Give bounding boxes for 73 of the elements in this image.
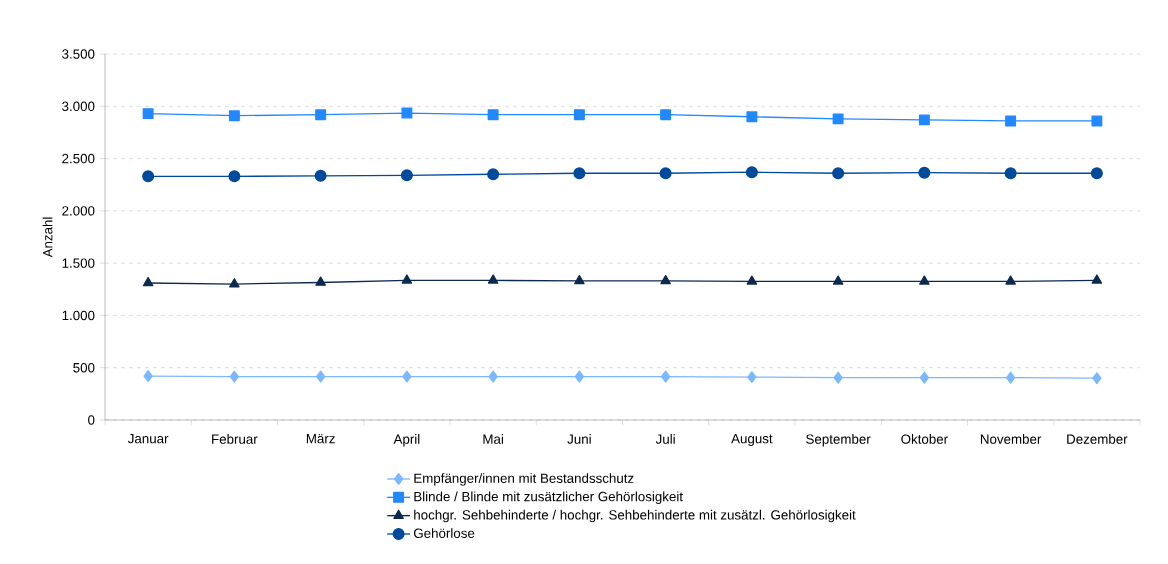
point	[401, 107, 413, 119]
point	[142, 108, 154, 120]
x-tick-label: November	[980, 434, 1042, 444]
point	[918, 166, 931, 179]
point	[142, 170, 155, 183]
x-tick-label: Dezember	[1067, 434, 1128, 444]
point	[142, 277, 154, 287]
point	[229, 370, 240, 383]
x-tick-label: März	[306, 434, 335, 444]
point	[401, 274, 413, 284]
point	[487, 109, 499, 121]
point	[573, 109, 585, 121]
point	[314, 169, 327, 182]
point	[1090, 167, 1103, 180]
x-tick-label: August	[731, 434, 773, 446]
point	[660, 274, 671, 285]
point	[574, 274, 585, 285]
point	[746, 111, 758, 123]
legend-label: hochgr. Sehbehinderte / hochgr. Sehbehinderte mit zusätzl. Gehörlosigkeit	[414, 509, 856, 523]
y-tick-label: 1.500	[62, 258, 95, 268]
x-tick-label: April	[393, 434, 420, 447]
point	[402, 370, 412, 383]
point	[315, 276, 326, 286]
point	[919, 371, 930, 384]
point	[832, 275, 844, 285]
point	[660, 370, 671, 383]
point	[1091, 274, 1103, 284]
legend-label: Gehörlose	[413, 528, 475, 538]
point	[400, 169, 413, 182]
point	[487, 168, 500, 181]
point	[1004, 167, 1017, 180]
point	[315, 109, 327, 121]
legend-label: Blinde / Blinde mit zusätzlicher Gehörlosigkeit	[414, 491, 683, 504]
y-tick-label: 2.000	[62, 206, 95, 216]
point	[574, 370, 585, 383]
x-tick-label: Juli	[655, 434, 675, 444]
point	[228, 110, 240, 122]
point	[315, 370, 326, 383]
point	[1005, 275, 1016, 285]
point	[832, 113, 844, 125]
point	[488, 370, 498, 383]
point	[832, 167, 845, 180]
point	[487, 274, 499, 284]
point	[1091, 115, 1103, 127]
point	[918, 114, 930, 126]
x-tick-label: Mai	[483, 434, 503, 444]
y-tick-label: 3.000	[62, 101, 95, 112]
point	[228, 170, 241, 183]
point	[229, 278, 240, 288]
y-tick-label: 1.000	[62, 310, 95, 321]
point	[919, 275, 930, 285]
point	[1005, 371, 1016, 384]
point	[746, 275, 758, 285]
y-tick-label: 500	[73, 363, 95, 373]
point	[660, 109, 672, 121]
legend-label: Empfänger/innen mit Bestandsschutz	[414, 473, 634, 486]
point	[833, 371, 843, 384]
y-tick-label: 2.500	[62, 153, 95, 164]
x-tick-label: Juni	[567, 434, 591, 444]
point	[573, 167, 586, 180]
y-tick-label: 0	[88, 415, 95, 425]
x-tick-label: Januar	[127, 434, 169, 444]
x-tick-label: Februar	[212, 434, 258, 444]
point	[143, 370, 153, 383]
point	[745, 166, 758, 179]
y-axis-title: Anzahl	[42, 217, 53, 258]
x-tick-label: September	[806, 434, 871, 447]
point	[747, 371, 757, 384]
y-tick-label: 3.500	[62, 49, 95, 59]
x-tick-label: Oktober	[901, 434, 948, 444]
point	[1092, 372, 1102, 385]
point	[1005, 115, 1017, 127]
point	[659, 167, 672, 180]
